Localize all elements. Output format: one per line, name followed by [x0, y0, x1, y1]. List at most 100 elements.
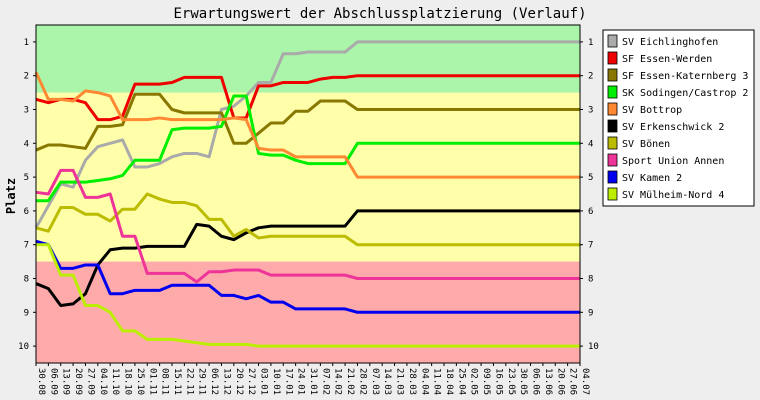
x-tick-label: 06.09 [48, 368, 58, 395]
y-tick-label-right: 10 [588, 342, 599, 352]
x-tick-label: 29.11 [197, 368, 207, 395]
x-tick-label: 16.05 [493, 368, 503, 395]
x-tick-label: 20.12 [234, 368, 244, 395]
y-tick-label-right: 2 [588, 72, 593, 82]
legend-label: SV Bottrop [622, 105, 682, 116]
x-tick-label: 28.03 [407, 368, 417, 395]
y-tick-label: 3 [24, 106, 29, 116]
x-tick-label: 20.09 [73, 368, 83, 395]
x-tick-label: 24.01 [296, 368, 306, 395]
y-tick-label: 4 [24, 139, 29, 149]
series-line [35, 209, 580, 308]
legend: SV Eichlinghofen SF Essen-Werden SF Essen-… [602, 29, 755, 207]
x-tick-label: 10.01 [271, 368, 281, 395]
legend-label: SV Mülheim-Nord 4 [622, 190, 724, 201]
legend-swatch [607, 153, 618, 167]
y-tick-label-right: 1 [588, 38, 593, 48]
legend-swatch [607, 51, 618, 65]
chart-title: Erwartungswert der Abschlussplatzierung … [173, 6, 586, 22]
x-tick-label: 03.01 [259, 368, 269, 395]
x-tick-label: 20.06 [555, 368, 565, 395]
series-line [34, 40, 580, 229]
legend-label: SF Essen-Katernberg 3 [622, 71, 748, 82]
plot-frame [35, 24, 581, 364]
x-tick-label: 14.03 [382, 368, 392, 395]
x-tick-label: 15.11 [172, 368, 182, 395]
y-tick-label-right: 5 [588, 173, 593, 183]
x-tick-label: 11.04 [432, 368, 442, 395]
x-tick-label: 27.12 [246, 368, 256, 395]
legend-label: SK Sodingen/Castrop 2 [622, 88, 748, 99]
y-tick-label: 6 [24, 207, 29, 217]
x-tick-label: 25.10 [135, 368, 145, 395]
x-tick-label: 06.06 [531, 368, 541, 395]
y-tick-label: 10 [18, 342, 29, 352]
x-tick-label: 28.02 [357, 368, 367, 395]
x-tick-label: 30.05 [518, 368, 528, 395]
series-line [34, 71, 580, 179]
legend-swatch [607, 85, 618, 99]
x-tick-label: 30.08 [36, 368, 46, 395]
legend-label: SV Eichlinghofen [622, 37, 718, 48]
y-tick-label: 7 [24, 241, 29, 251]
y-tick-label: 5 [24, 173, 29, 183]
legend-label: SF Essen-Werden [622, 54, 712, 65]
legend-swatch [607, 68, 618, 82]
y-tick-label: 2 [24, 72, 29, 82]
x-tick-label: 18.10 [123, 368, 133, 395]
x-tick-label: 04.04 [419, 368, 429, 395]
legend-swatch [607, 136, 618, 150]
x-tick-label: 27.06 [568, 368, 578, 395]
x-tick-label: 25.04 [456, 368, 466, 395]
x-tick-label: 18.04 [444, 368, 454, 395]
x-tick-label: 31.01 [308, 368, 318, 395]
x-tick-label: 13.06 [543, 368, 553, 395]
x-tick-label: 08.11 [160, 368, 170, 395]
x-tick-label: 06.12 [209, 368, 219, 395]
x-tick-label: 21.03 [395, 368, 405, 395]
series-line [36, 94, 580, 203]
x-tick-label: 02.05 [469, 368, 479, 395]
y-tick-label-right: 8 [588, 275, 593, 285]
y-tick-label: 8 [24, 275, 29, 285]
y-tick-label-right: 9 [588, 308, 593, 318]
legend-swatch [607, 170, 618, 184]
y-axis-label: Platz [4, 178, 18, 214]
x-tick-label: 04.07 [580, 368, 590, 395]
legend-box [602, 29, 755, 207]
x-tick-label: 27.09 [85, 368, 95, 395]
y-tick-label-right: 3 [588, 106, 593, 116]
legend-label: SV Erkenschwick 2 [622, 122, 724, 133]
x-tick-label: 09.05 [481, 368, 491, 395]
series-line [35, 192, 580, 247]
y-tick-label-right: 6 [588, 207, 593, 217]
series-line [35, 239, 580, 314]
legend-label: Sport Union Annen [622, 156, 724, 167]
x-tick-label: 21.02 [345, 368, 355, 395]
plot-area: 30.08 06.09 13.09 20.09 27.09 04.10 11.10 18.10… [18, 24, 599, 395]
legend-swatch [607, 119, 618, 133]
legend-swatch [607, 102, 618, 116]
x-tick-label: 13.09 [61, 368, 71, 395]
y-tick-label-right: 4 [588, 139, 593, 149]
x-tick-label: 22.11 [184, 368, 194, 395]
series-line [36, 243, 580, 348]
legend-swatch [607, 187, 618, 201]
x-tick-label: 23.05 [506, 368, 516, 395]
x-tick-label: 01.11 [147, 368, 157, 395]
x-tick-label: 13.12 [221, 368, 231, 395]
x-tick-label: 07.03 [370, 368, 380, 395]
y-tick-label: 9 [24, 308, 29, 318]
x-tick-label: 14.02 [333, 368, 343, 395]
y-tick-label-right: 7 [588, 241, 593, 251]
legend-label: SV Bönen [622, 139, 670, 150]
x-tick-label: 07.02 [320, 368, 330, 395]
series-line [35, 92, 580, 152]
series-line [35, 74, 580, 122]
series-line [35, 168, 580, 284]
x-tick-label: 11.10 [110, 368, 120, 395]
x-tick-label: 04.10 [98, 368, 108, 395]
legend-swatch [607, 34, 618, 48]
y-tick-label: 1 [24, 38, 29, 48]
